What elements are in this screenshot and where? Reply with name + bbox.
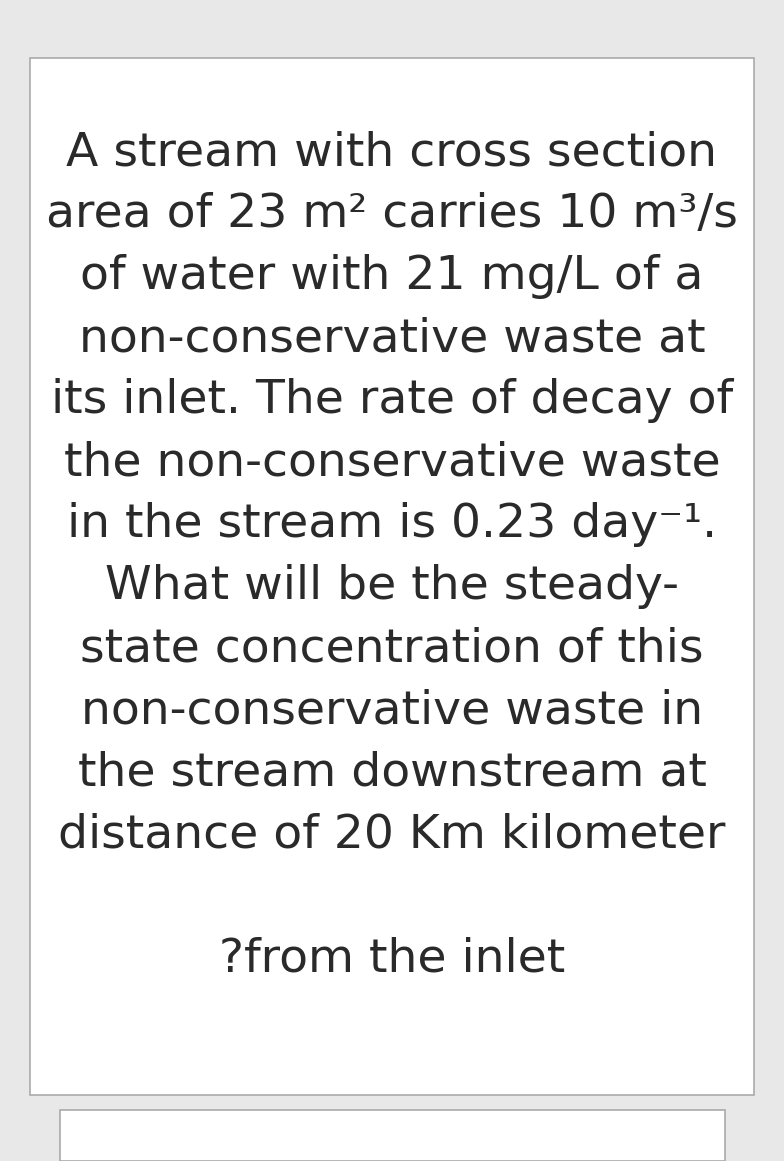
Text: the non-conservative waste: the non-conservative waste — [64, 440, 720, 485]
Bar — [60, 1110, 725, 1161]
Text: distance of 20 Km kilometer: distance of 20 Km kilometer — [58, 812, 726, 857]
Text: state concentration of this: state concentration of this — [80, 626, 704, 671]
Text: area of 23 m² carries 10 m³/s: area of 23 m² carries 10 m³/s — [46, 192, 738, 237]
Text: ?from the inlet: ?from the inlet — [219, 936, 565, 981]
Text: the stream downstream at: the stream downstream at — [78, 750, 706, 795]
Text: non-conservative waste in: non-conservative waste in — [81, 688, 703, 733]
Text: A stream with cross section: A stream with cross section — [67, 130, 717, 175]
Text: of water with 21 mg/L of a: of water with 21 mg/L of a — [80, 254, 704, 300]
Text: What will be the steady-: What will be the steady- — [105, 564, 679, 610]
Bar — [30, 58, 754, 1095]
Text: non-conservative waste at: non-conservative waste at — [78, 316, 706, 361]
Text: in the stream is 0.23 day⁻¹.: in the stream is 0.23 day⁻¹. — [67, 502, 717, 547]
Text: its inlet. The rate of decay of: its inlet. The rate of decay of — [51, 378, 733, 423]
